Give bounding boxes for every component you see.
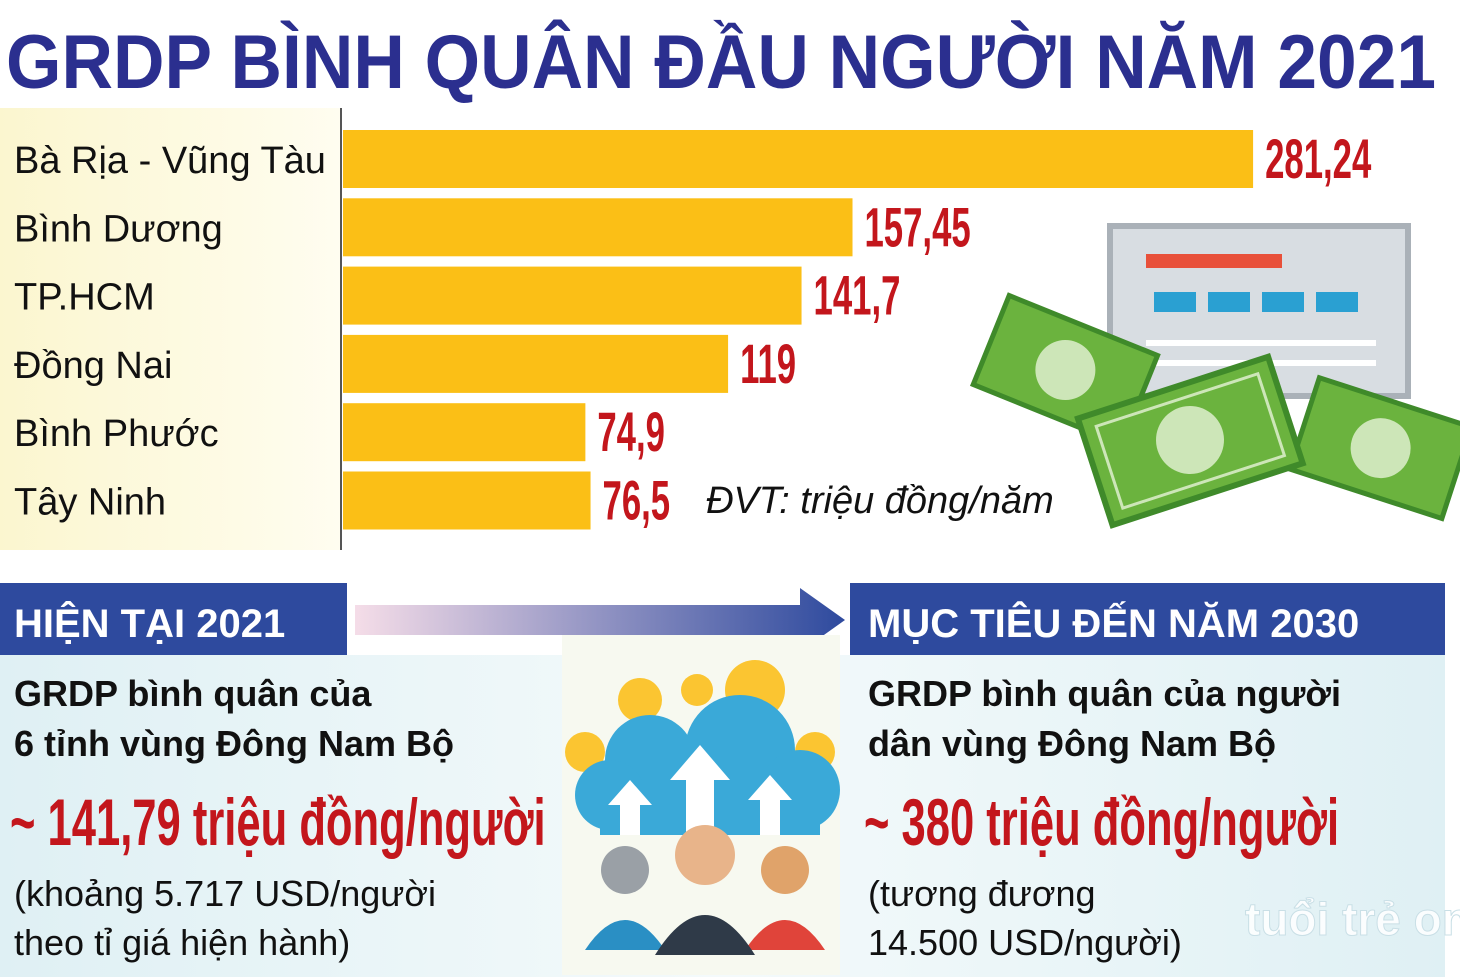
current-description: GRDP bình quân của [14,673,372,714]
current-description: 6 tỉnh vùng Đông Nam Bộ [14,723,454,764]
bar [343,334,729,393]
money-illustration [969,223,1460,529]
target-description: GRDP bình quân của người [868,673,1341,714]
current-heading-box [0,583,347,655]
target-description: dân vùng Đông Nam Bộ [868,723,1276,764]
value-label: 141,7 [814,264,901,327]
arrow [355,588,845,652]
value-label: 74,9 [597,401,665,464]
current-amount: ~ 141,79 triệu đồng/người [10,785,546,859]
unit-note: ĐVT: triệu đồng/năm [706,480,1054,522]
category-label: Bình Dương [14,208,223,250]
category-label: Đồng Nai [14,345,172,387]
value-label: 157,45 [865,196,971,259]
label-background [0,108,340,550]
category-label: Tây Ninh [14,482,166,524]
value-label: 76,5 [603,469,671,532]
category-label: TP.HCM [14,277,155,319]
current-note: (khoảng 5.717 USD/người [14,873,436,914]
target-heading: MỤC TIÊU ĐẾN NĂM 2030 [868,600,1359,646]
bar [343,266,802,325]
growth-illustration [562,635,840,975]
chart-title: GRDP BÌNH QUÂN ĐẦU NGƯỜI NĂM 2021 [6,19,1436,105]
current-note: theo tỉ giá hiện hành) [14,922,350,963]
target-note: 14.500 USD/người) [868,922,1182,963]
value-label: 119 [740,332,796,395]
current-heading: HIỆN TẠI 2021 [14,600,285,646]
bar [343,471,591,530]
watermark: tuổi trẻ online [1245,893,1460,945]
target-amount: ~ 380 triệu đồng/người [864,785,1339,859]
category-label: Bà Rịa - Vũng Tàu [14,140,326,182]
bar [343,198,853,257]
bars: Bà Rịa - Vũng Tàu 281,24 Bình Dương 157,45 T… [14,128,1371,532]
target-heading-box [850,583,1445,655]
bar [343,130,1254,188]
bar [343,403,586,462]
value-label: 281,24 [1265,128,1371,191]
target-note: (tương đương [868,873,1096,914]
category-label: Bình Phước [14,413,219,455]
